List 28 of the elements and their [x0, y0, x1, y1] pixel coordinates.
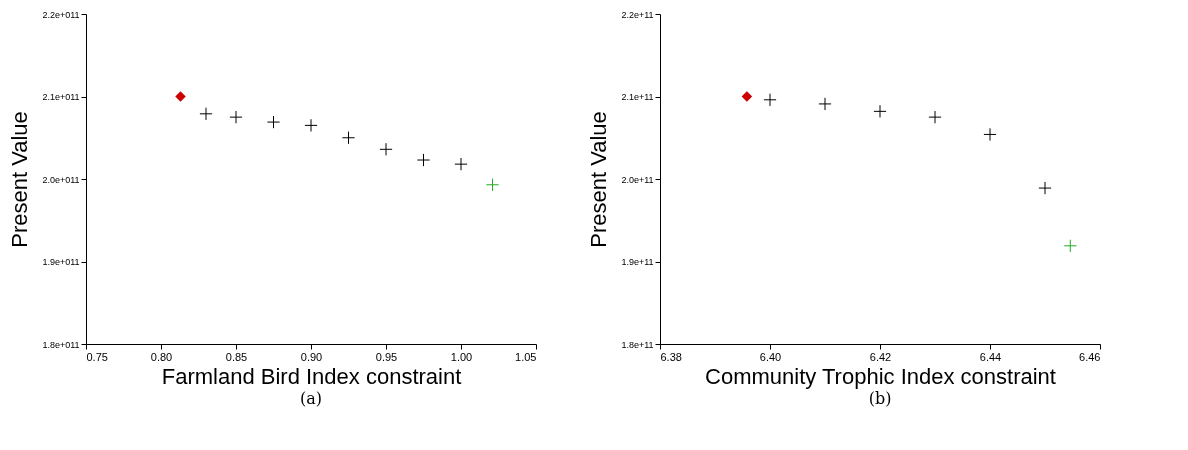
y-tick-label: 1.9e+011 [42, 257, 80, 267]
x-tick-label: 0.90 [300, 350, 323, 363]
x-tick-label: 0.85 [225, 350, 248, 363]
x-axis-title: Community Trophic Index constraint [705, 363, 1056, 389]
x-tick-label: 6.40 [759, 350, 782, 363]
x-tick-label: 0.75 [86, 350, 108, 363]
x-tick-label: 6.38 [660, 350, 682, 363]
y-tick-label: 1.8e+011 [42, 339, 80, 350]
y-axis-title: Present Value [7, 111, 33, 248]
y-tick-label: 2.0e+011 [42, 174, 80, 185]
x-tick-label: 0.80 [150, 350, 173, 363]
x-tick-label: 6.42 [869, 350, 892, 363]
x-tick-label: 1.05 [515, 350, 537, 363]
y-tick-label: 1.9e+11 [621, 257, 654, 267]
text: (a) [299, 389, 323, 408]
y-axis-title: Present Value [586, 111, 612, 248]
x-tick-label: 1.00 [450, 350, 473, 363]
y-tick-label: 2.1e+11 [621, 92, 654, 102]
text: (b) [868, 389, 892, 408]
x-axis-title: Farmland Bird Index constraint [161, 363, 462, 389]
x-tick-label: 0.95 [375, 350, 398, 363]
y-tick-label: 2.0e+11 [621, 174, 654, 185]
y-tick-label: 1.8e+11 [621, 339, 654, 350]
y-tick-label: 2.1e+011 [42, 92, 80, 102]
x-tick-label: 6.46 [1079, 350, 1101, 363]
y-tick-label: 2.2e+011 [42, 9, 80, 20]
x-tick-label: 6.44 [979, 350, 1002, 363]
y-tick-label: 2.2e+11 [621, 9, 654, 20]
